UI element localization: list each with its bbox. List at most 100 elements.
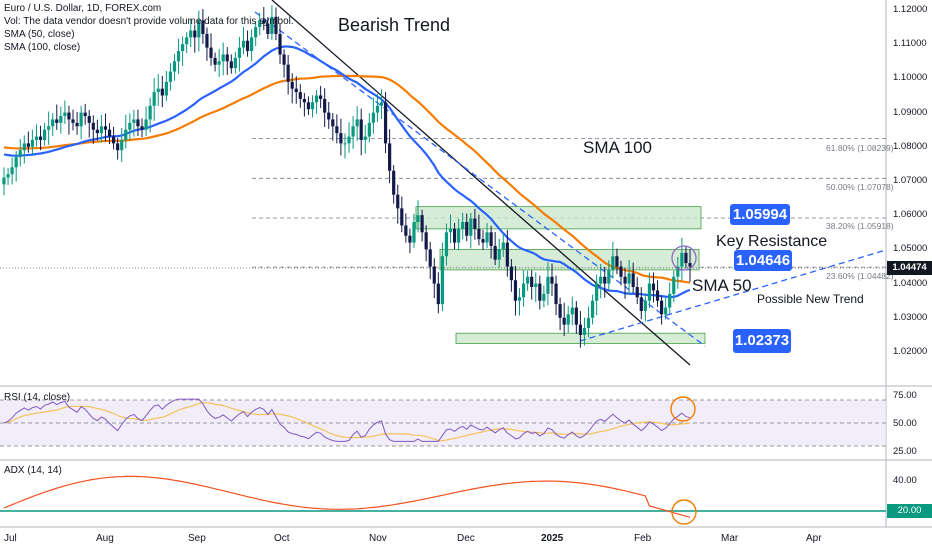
candle-body[interactable]	[144, 119, 148, 130]
candle-body[interactable]	[505, 242, 509, 267]
candle-body[interactable]	[680, 252, 684, 267]
candle-body[interactable]	[562, 317, 566, 325]
candle-body[interactable]	[379, 102, 384, 106]
candle-body[interactable]	[371, 112, 375, 123]
candle-body[interactable]	[197, 20, 201, 38]
candle-body[interactable]	[233, 57, 237, 69]
candle-body[interactable]	[282, 54, 286, 65]
candle-body[interactable]	[485, 232, 489, 243]
candle-body[interactable]	[586, 317, 591, 329]
candle-body[interactable]	[538, 283, 542, 301]
sma100-legend[interactable]: SMA (100, close)	[4, 42, 81, 53]
candle-body[interactable]	[420, 215, 424, 233]
rsi-ma-line[interactable]	[3, 401, 691, 442]
candle-body[interactable]	[603, 276, 607, 284]
candle-body[interactable]	[14, 157, 18, 168]
candle-body[interactable]	[168, 71, 173, 82]
candle-body[interactable]	[75, 122, 79, 127]
candle-body[interactable]	[225, 54, 229, 62]
candle-body[interactable]	[513, 280, 518, 301]
candle-body[interactable]	[306, 102, 311, 110]
candle-body[interactable]	[2, 177, 6, 185]
candle-body[interactable]	[448, 228, 453, 233]
candle-body[interactable]	[647, 283, 652, 301]
candle-body[interactable]	[38, 136, 43, 140]
candle-body[interactable]	[148, 105, 152, 120]
bearish-trendline[interactable]	[271, 0, 691, 366]
candle-body[interactable]	[140, 126, 144, 130]
candle-body[interactable]	[416, 215, 420, 223]
rsi-label[interactable]: RSI (14, close)	[4, 392, 71, 403]
candle-body[interactable]	[631, 273, 635, 288]
candle-body[interactable]	[526, 276, 530, 284]
candle-body[interactable]	[116, 143, 120, 151]
candle-body[interactable]	[359, 119, 363, 140]
candle-body[interactable]	[501, 242, 505, 250]
candle-body[interactable]	[254, 27, 258, 38]
candle-body[interactable]	[554, 283, 558, 305]
candle-body[interactable]	[124, 129, 128, 140]
candle-body[interactable]	[298, 92, 302, 99]
candle-body[interactable]	[566, 314, 570, 325]
candle-body[interactable]	[590, 300, 595, 318]
candle-body[interactable]	[172, 61, 177, 72]
candle-body[interactable]	[132, 119, 136, 123]
candle-body[interactable]	[400, 208, 404, 226]
candle-body[interactable]	[63, 112, 67, 117]
candle-body[interactable]	[42, 129, 47, 140]
candle-body[interactable]	[388, 143, 392, 171]
candle-body[interactable]	[258, 20, 262, 28]
candle-body[interactable]	[136, 119, 140, 127]
candle-body[interactable]	[408, 235, 412, 243]
candle-body[interactable]	[550, 276, 554, 284]
candle-body[interactable]	[10, 167, 14, 175]
candle-body[interactable]	[26, 143, 30, 147]
candle-body[interactable]	[314, 95, 319, 103]
candle-body[interactable]	[542, 293, 546, 301]
candle-body[interactable]	[83, 112, 87, 117]
candle-body[interactable]	[185, 37, 189, 45]
candle-body[interactable]	[635, 287, 639, 298]
candle-body[interactable]	[578, 324, 583, 335]
candle-body[interactable]	[201, 20, 205, 34]
candle-body[interactable]	[241, 40, 246, 48]
candle-body[interactable]	[18, 150, 22, 158]
candle-body[interactable]	[209, 47, 213, 58]
candle-body[interactable]	[404, 225, 408, 236]
candle-body[interactable]	[477, 228, 481, 240]
candle-body[interactable]	[71, 119, 75, 123]
candle-body[interactable]	[339, 133, 343, 144]
candle-body[interactable]	[310, 102, 315, 110]
candlestick-series[interactable]	[2, 5, 692, 348]
candle-body[interactable]	[392, 170, 396, 195]
candle-body[interactable]	[574, 307, 578, 325]
candle-body[interactable]	[672, 276, 676, 294]
candle-body[interactable]	[95, 129, 99, 134]
candle-body[interactable]	[34, 136, 39, 140]
candle-body[interactable]	[351, 126, 355, 137]
candle-body[interactable]	[327, 112, 331, 120]
candle-body[interactable]	[193, 30, 197, 38]
candle-body[interactable]	[534, 283, 538, 288]
candle-body[interactable]	[156, 88, 160, 93]
candle-body[interactable]	[383, 102, 388, 144]
candle-body[interactable]	[517, 297, 522, 301]
candle-body[interactable]	[6, 174, 10, 178]
candle-body[interactable]	[676, 266, 680, 277]
candle-body[interactable]	[47, 126, 51, 130]
candle-body[interactable]	[103, 126, 108, 130]
possible-new-trend-line[interactable]	[579, 249, 887, 342]
candle-body[interactable]	[530, 276, 534, 288]
candle-body[interactable]	[176, 51, 181, 62]
candle-body[interactable]	[489, 232, 493, 246]
candle-body[interactable]	[229, 61, 233, 69]
candle-body[interactable]	[164, 81, 168, 96]
candle-body[interactable]	[611, 256, 615, 270]
sma100-line[interactable]	[3, 74, 691, 284]
candle-body[interactable]	[363, 136, 367, 140]
candle-body[interactable]	[546, 276, 550, 294]
candle-body[interactable]	[444, 232, 449, 257]
candle-body[interactable]	[457, 228, 461, 243]
candle-body[interactable]	[30, 139, 35, 147]
